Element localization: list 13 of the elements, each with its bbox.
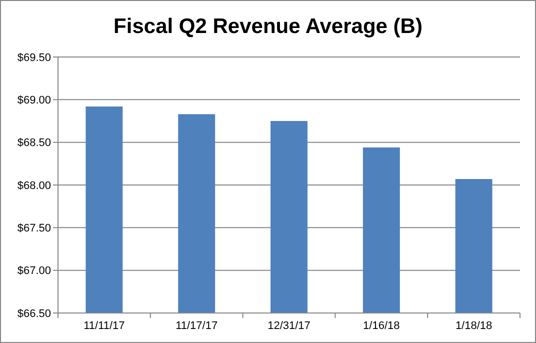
x-tick-label: 1/18/18 — [455, 320, 492, 332]
chart-title: Fiscal Q2 Revenue Average (B) — [114, 15, 422, 38]
x-tick-label: 11/17/17 — [176, 320, 218, 332]
y-tick-label: $67.00 — [17, 265, 51, 278]
y-tick-label: $66.50 — [17, 308, 51, 320]
x-tick-label: 1/16/18 — [363, 320, 400, 332]
y-tick-label: $67.50 — [17, 222, 51, 235]
x-tick-label: 12/31/17 — [268, 320, 310, 332]
y-tick-label: $69.50 — [17, 52, 51, 64]
y-tick-label: $68.50 — [17, 137, 51, 150]
x-tick-label: 11/11/17 — [84, 320, 125, 332]
y-tick-label: $68.00 — [17, 180, 51, 192]
y-tick-label: $69.00 — [17, 94, 51, 107]
